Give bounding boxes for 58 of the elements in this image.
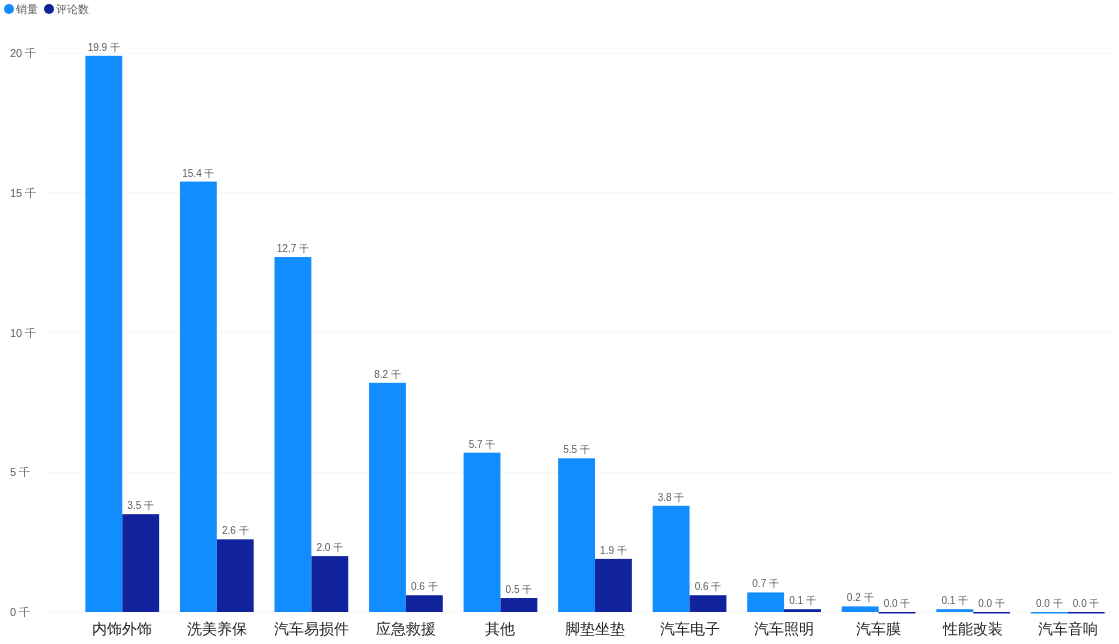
data-label: 5.5 千 bbox=[563, 444, 590, 456]
bar bbox=[122, 514, 160, 612]
x-tick-label: 应急救援 bbox=[375, 620, 436, 637]
bar bbox=[652, 505, 690, 612]
data-label: 1.9 千 bbox=[600, 544, 627, 556]
bar bbox=[500, 598, 538, 612]
data-label: 15.4 千 bbox=[182, 167, 215, 179]
bar bbox=[936, 609, 974, 612]
data-label: 5.7 千 bbox=[468, 438, 496, 450]
data-label: 0.1 千 bbox=[941, 595, 969, 607]
x-tick-label: 汽车音响 bbox=[1037, 620, 1098, 637]
bar bbox=[274, 257, 312, 612]
data-label: 0.0 千 bbox=[1072, 598, 1100, 609]
y-tick-label: 20 千 bbox=[10, 47, 37, 59]
bar bbox=[689, 595, 727, 612]
data-label: 12.7 千 bbox=[276, 243, 310, 255]
x-tick-label: 汽车电子 bbox=[659, 620, 720, 637]
bar bbox=[85, 55, 123, 612]
bar bbox=[311, 556, 349, 612]
x-tick-label: 其他 bbox=[485, 620, 516, 637]
bar bbox=[216, 539, 254, 612]
x-tick-label: 汽车照明 bbox=[754, 620, 815, 637]
data-label: 0.0 千 bbox=[978, 598, 1005, 609]
bar bbox=[595, 558, 632, 612]
data-label: 0.7 千 bbox=[752, 578, 779, 590]
data-label: 2.0 千 bbox=[316, 542, 344, 554]
bar bbox=[558, 458, 595, 612]
data-label: 0.1 千 bbox=[789, 595, 816, 607]
y-tick-label: 0 千 bbox=[10, 606, 31, 618]
data-label: 0.5 千 bbox=[505, 584, 533, 596]
bar bbox=[784, 609, 821, 612]
data-label: 8.2 千 bbox=[374, 368, 401, 380]
legend-label: 销量 bbox=[15, 3, 38, 15]
bar bbox=[179, 181, 217, 612]
data-label: 0.2 千 bbox=[846, 592, 874, 604]
x-tick-label: 汽车易损件 bbox=[273, 620, 349, 637]
data-label: 0.6 千 bbox=[694, 581, 722, 593]
y-tick-label: 15 千 bbox=[10, 186, 37, 199]
x-tick-label: 性能改装 bbox=[942, 620, 1004, 637]
y-tick-label: 5 千 bbox=[10, 466, 31, 479]
data-label: 0.6 千 bbox=[411, 581, 438, 593]
y-tick-label: 10 千 bbox=[10, 326, 37, 339]
legend-label: 评论数 bbox=[56, 3, 89, 15]
bar bbox=[463, 452, 501, 612]
x-tick-label: 洗美养保 bbox=[186, 620, 247, 637]
data-label: 2.6 千 bbox=[221, 525, 249, 537]
data-label: 3.5 千 bbox=[127, 500, 155, 512]
x-tick-label: 脚垫坐垫 bbox=[565, 620, 625, 637]
data-label: 19.9 千 bbox=[87, 41, 120, 53]
bar bbox=[369, 382, 406, 612]
data-label: 0.0 千 bbox=[883, 598, 911, 609]
data-label: 0.0 千 bbox=[1035, 598, 1063, 609]
x-tick-label: 汽车膜 bbox=[856, 620, 902, 637]
data-label: 3.8 千 bbox=[657, 491, 685, 503]
bar bbox=[747, 592, 785, 612]
bar bbox=[841, 606, 879, 612]
bar bbox=[405, 595, 443, 612]
x-tick-label: 内饰外饰 bbox=[92, 620, 153, 637]
